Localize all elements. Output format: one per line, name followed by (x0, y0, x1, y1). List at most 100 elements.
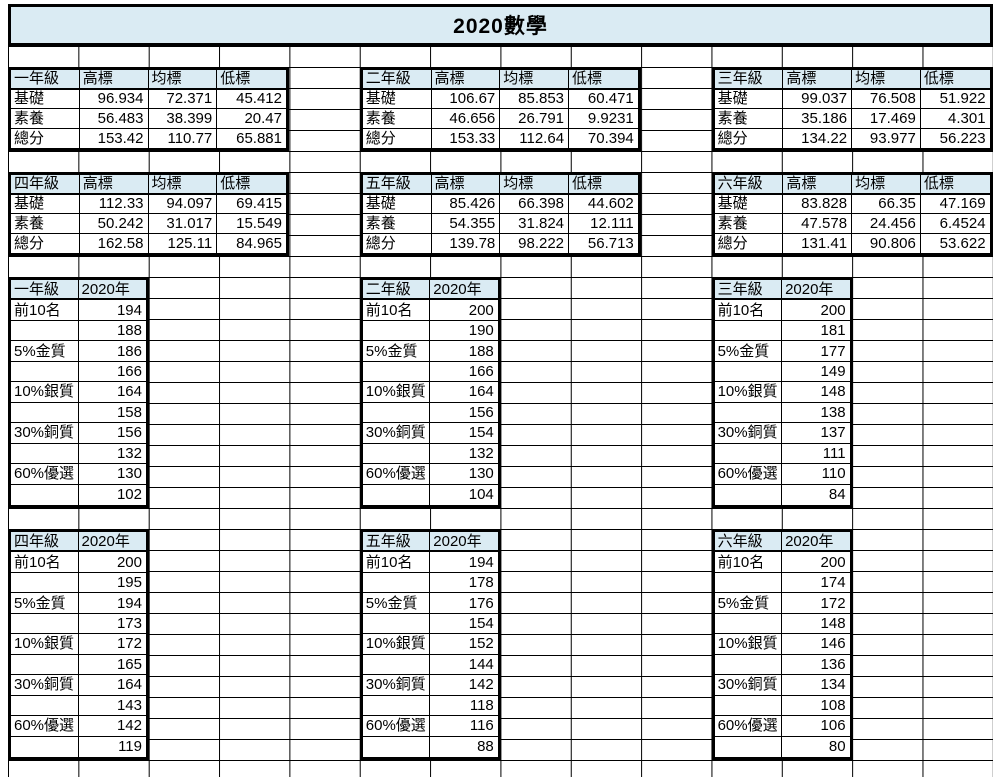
rank-value-cell: 154 (430, 613, 498, 635)
value-cell: 38.399 (148, 109, 218, 129)
rank-value-cell: 136 (782, 654, 850, 676)
stats-table-grade5: 五年級 高標 均標 低標 基礎 85.426 66.398 44.602 素養 54.355 31.… (359, 172, 641, 256)
rank-label-cell: 前10名 (11, 300, 79, 321)
stats-table-grade3: 三年級 高標 均標 低標 基礎 99.037 76.508 51.922 素養 35.186 17.… (711, 67, 993, 151)
rank-value-cell: 148 (782, 382, 850, 403)
year-header-cell: 2020年 (430, 280, 498, 301)
value-cell: 70.394 (569, 128, 638, 148)
value-cell: 51.922 (920, 89, 990, 109)
rank-label-cell: 60%優選 (362, 716, 431, 737)
rank-value-cell: 143 (78, 695, 146, 717)
rank-label-cell: 30%銅質 (714, 675, 783, 696)
rank-value-cell: 165 (78, 654, 146, 676)
rank-label-cell (362, 736, 431, 757)
rank-table-grade3: 三年級 2020年 前10名 200 181 5%金質 177 149 10%銀質 148 138 3… (711, 277, 853, 508)
rank-label-cell (11, 361, 79, 383)
rank-table-grade6: 六年級 2020年 前10名 200 174 5%金質 172 148 10%銀質 146 136 3… (711, 529, 853, 760)
column-header-cell: 高標 (783, 175, 853, 195)
rank-label-cell (362, 654, 431, 676)
value-cell: 24.456 (852, 214, 921, 234)
rank-value-cell: 154 (430, 423, 498, 444)
rank-label-cell (11, 484, 79, 505)
value-cell: 139.78 (431, 233, 501, 253)
rank-value-cell: 102 (78, 484, 146, 505)
value-cell: 99.037 (783, 89, 853, 109)
value-cell: 110.77 (148, 128, 218, 148)
rank-label-cell: 10%銀質 (714, 634, 783, 655)
rank-value-cell: 174 (782, 572, 850, 594)
value-cell: 69.415 (217, 194, 286, 214)
value-cell: 96.934 (79, 89, 149, 109)
rank-label-cell (714, 361, 783, 383)
rank-value-cell: 177 (782, 341, 850, 362)
rank-value-cell: 138 (782, 402, 850, 424)
rank-value-cell: 194 (78, 593, 146, 614)
rank-value-cell: 181 (782, 320, 850, 342)
rank-value-cell: 172 (78, 634, 146, 655)
rank-label-cell (714, 736, 783, 757)
grade-header-cell: 四年級 (11, 532, 79, 553)
rank-label-cell (362, 402, 431, 424)
row-label-cell: 素養 (362, 109, 432, 129)
stats-table-grade2: 二年級 高標 均標 低標 基礎 106.67 85.853 60.471 素養 46.656 26.… (359, 67, 641, 151)
year-header-cell: 2020年 (782, 280, 850, 301)
value-cell: 76.508 (852, 89, 921, 109)
column-header-cell: 均標 (852, 70, 921, 90)
rank-label-cell: 30%銅質 (11, 423, 79, 444)
year-header-cell: 2020年 (78, 532, 146, 553)
rank-label-cell: 60%優選 (11, 716, 79, 737)
rank-value-cell: 176 (430, 593, 498, 614)
rank-label-cell: 5%金質 (11, 341, 79, 362)
grade-header-cell: 五年級 (362, 175, 432, 195)
value-cell: 12.111 (569, 214, 638, 234)
rank-label-cell: 30%銅質 (362, 675, 431, 696)
rank-label-cell: 10%銀質 (714, 382, 783, 403)
rank-label-cell (11, 736, 79, 757)
value-cell: 84.965 (217, 233, 286, 253)
value-cell: 98.222 (500, 233, 570, 253)
rank-value-cell: 186 (78, 341, 146, 362)
value-cell: 4.301 (920, 109, 990, 129)
row-label-cell: 素養 (11, 109, 80, 129)
rank-label-cell: 60%優選 (714, 464, 783, 485)
rank-value-cell: 195 (78, 572, 146, 594)
rank-label-cell (11, 613, 79, 635)
value-cell: 20.47 (217, 109, 286, 129)
stats-table-grade4: 四年級 高標 均標 低標 基礎 112.33 94.097 69.415 素養 50.242 31.… (8, 172, 289, 256)
rank-label-cell (362, 613, 431, 635)
rank-label-cell (11, 695, 79, 717)
rank-value-cell: 142 (78, 716, 146, 737)
rank-label-cell (11, 654, 79, 676)
row-label-cell: 總分 (11, 233, 80, 253)
column-header-cell: 均標 (148, 70, 218, 90)
value-cell: 47.169 (920, 194, 990, 214)
grade-header-cell: 三年級 (714, 280, 783, 301)
value-cell: 9.9231 (569, 109, 638, 129)
rank-label-cell: 前10名 (714, 300, 783, 321)
rank-value-cell: 200 (782, 300, 850, 321)
rank-label-cell (714, 320, 783, 342)
rank-label-cell: 5%金質 (714, 593, 783, 614)
rank-value-cell: 149 (782, 361, 850, 383)
value-cell: 93.977 (852, 128, 921, 148)
column-header-cell: 高標 (79, 175, 149, 195)
column-header-cell: 低標 (569, 175, 638, 195)
year-header-cell: 2020年 (430, 532, 498, 553)
rank-label-cell (714, 572, 783, 594)
grade-header-cell: 六年級 (714, 532, 783, 553)
rank-label-cell (714, 443, 783, 465)
rank-label-cell: 60%優選 (714, 716, 783, 737)
row-label-cell: 基礎 (11, 194, 80, 214)
value-cell: 153.33 (431, 128, 501, 148)
value-cell: 112.33 (79, 194, 149, 214)
rank-label-cell: 前10名 (11, 552, 79, 573)
rank-label-cell: 前10名 (362, 300, 431, 321)
row-label-cell: 基礎 (11, 89, 80, 109)
value-cell: 53.622 (920, 233, 990, 253)
rank-value-cell: 194 (430, 552, 498, 573)
value-cell: 72.371 (148, 89, 218, 109)
rank-value-cell: 144 (430, 654, 498, 676)
rank-value-cell: 164 (430, 382, 498, 403)
value-cell: 65.881 (217, 128, 286, 148)
